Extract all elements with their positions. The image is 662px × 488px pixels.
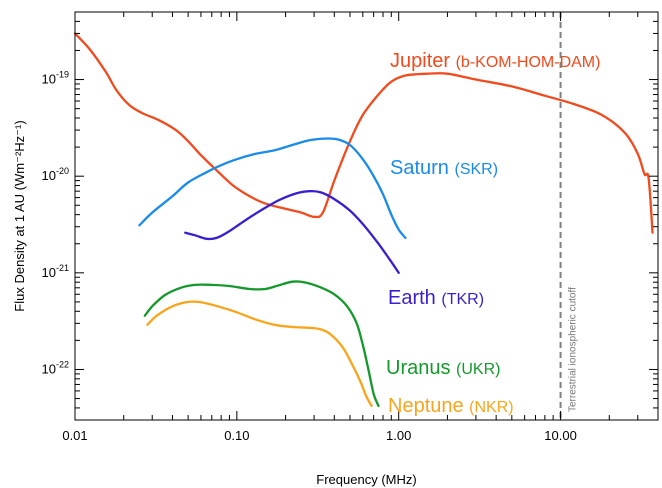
x-axis-title: Frequency (MHz) xyxy=(316,472,416,487)
series-line-neptune xyxy=(146,300,373,408)
axis-tick-labels: 0.01 0.10 1.00 10.00 10-19 10-20 10-21 10-22 xyxy=(42,70,577,443)
series-label-earth: Earth (TKR) xyxy=(388,287,484,309)
series-labels: Jupiter (b-KOM-HOM-DAM) Saturn (SKR) Earth… xyxy=(386,50,600,417)
x-tick-label: 0.10 xyxy=(224,428,249,443)
ionospheric-cutoff-label: Terrestrial ionospheric cutoff xyxy=(568,287,579,412)
series-line-uranus xyxy=(143,280,380,408)
cutoff-layer: Terrestrial ionospheric cutoff xyxy=(559,12,579,420)
series-label-jupiter: Jupiter (b-KOM-HOM-DAM) xyxy=(390,50,600,72)
y-tick-label: 10-21 xyxy=(42,263,69,280)
y-axis-title: Flux Density at 1 AU (Wm⁻²Hz⁻¹) xyxy=(12,120,27,311)
series-label-neptune: Neptune (NKR) xyxy=(388,395,514,417)
series-label-uranus: Uranus (UKR) xyxy=(386,357,500,379)
series-label-saturn: Saturn (SKR) xyxy=(390,157,498,179)
y-tick-label: 10-19 xyxy=(42,70,69,87)
x-tick-label: 10.00 xyxy=(544,428,577,443)
x-tick-label: 0.01 xyxy=(62,428,87,443)
x-tick-label: 1.00 xyxy=(386,428,411,443)
y-tick-label: 10-20 xyxy=(42,166,69,183)
series-layer xyxy=(73,32,654,408)
axis-ticks xyxy=(74,11,659,421)
series-line-saturn xyxy=(138,137,407,240)
series-line-earth xyxy=(184,189,400,274)
y-tick-label: 10-22 xyxy=(42,359,69,376)
series-line-jupiter xyxy=(73,32,654,234)
plot-frame xyxy=(74,11,659,421)
